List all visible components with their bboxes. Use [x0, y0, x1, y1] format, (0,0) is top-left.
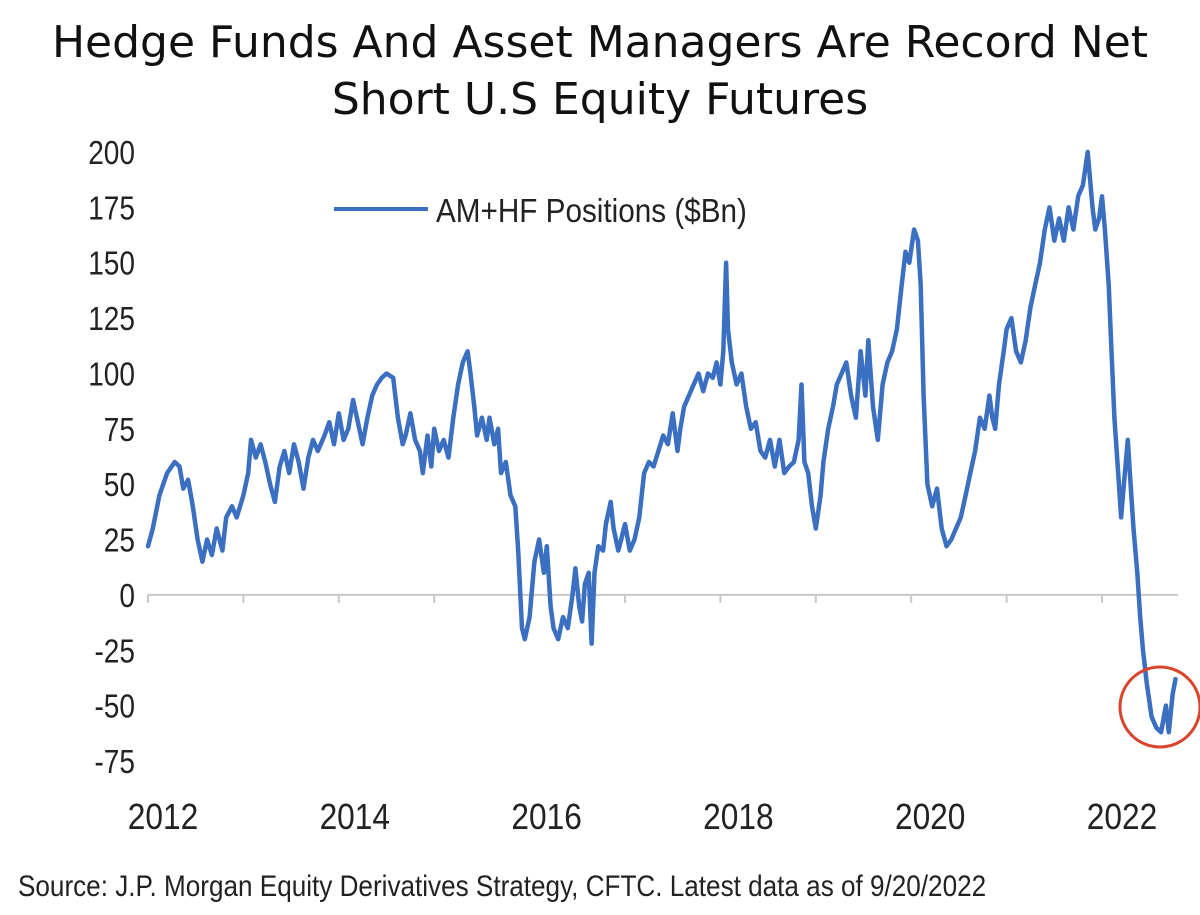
x-tick-label: 2012 — [128, 797, 198, 837]
y-tick-label: -25 — [94, 633, 135, 670]
x-tick-label: 2014 — [320, 797, 390, 837]
chart-title-line-2: Short U.S Equity Futures — [331, 74, 869, 125]
y-tick-label: 150 — [88, 246, 135, 283]
chart-title: Hedge Funds And Asset Managers Are Recor… — [0, 14, 1200, 128]
y-tick-label: 100 — [88, 356, 135, 393]
series-line — [145, 149, 1178, 735]
x-tick-label: 2022 — [1087, 797, 1157, 837]
y-tick-label: 175 — [88, 190, 135, 227]
x-axis-tick-labels: 2012 2014 2016 2018 2020 2022 — [128, 797, 1157, 837]
y-tick-label: 0 — [119, 578, 135, 615]
y-axis-tick-labels: 200 175 150 125 100 75 50 25 0 -25 -50 -75 — [88, 135, 135, 781]
y-tick-label: 125 — [88, 301, 135, 338]
record-short-highlight-circle — [1118, 665, 1200, 749]
legend-label: AM+HF Positions ($Bn) — [436, 193, 747, 230]
y-tick-label: 50 — [104, 467, 135, 504]
source-note: Source: J.P. Morgan Equity Derivatives S… — [18, 870, 987, 903]
y-tick-label: -50 — [94, 689, 135, 726]
y-tick-label: -75 — [94, 744, 135, 781]
x-tick-label: 2016 — [511, 797, 581, 837]
x-tick-label: 2020 — [895, 797, 965, 837]
chart-title-line-1: Hedge Funds And Asset Managers Are Recor… — [51, 17, 1149, 68]
x-axis — [147, 593, 1178, 603]
series-group — [145, 149, 1178, 735]
y-tick-label: 25 — [104, 522, 135, 559]
legend: AM+HF Positions ($Bn) — [334, 193, 747, 230]
y-tick-label: 75 — [104, 412, 135, 449]
y-tick-label: 200 — [88, 135, 135, 172]
x-tick-label: 2018 — [703, 797, 773, 837]
